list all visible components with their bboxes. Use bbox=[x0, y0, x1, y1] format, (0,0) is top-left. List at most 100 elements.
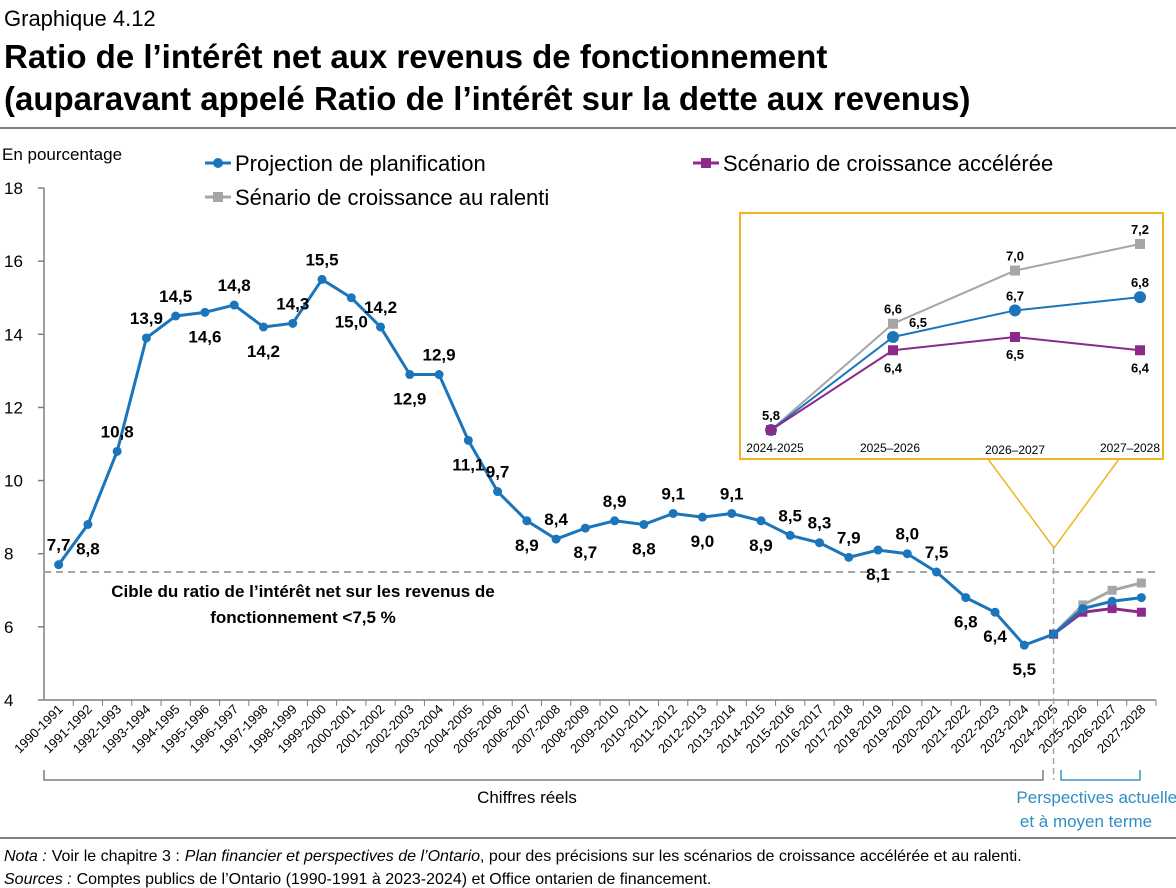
data-label: 6,8 bbox=[954, 613, 978, 632]
data-label: 6,4 bbox=[884, 360, 903, 375]
marker bbox=[54, 560, 64, 570]
data-label: 15,5 bbox=[305, 250, 338, 269]
marker bbox=[887, 331, 899, 343]
marker bbox=[727, 508, 737, 518]
marker bbox=[873, 545, 883, 555]
marker bbox=[1107, 604, 1117, 614]
marker bbox=[639, 519, 649, 529]
marker bbox=[1135, 239, 1145, 249]
note-head: Nota : bbox=[4, 848, 47, 865]
data-label: 6,5 bbox=[909, 315, 927, 330]
marker bbox=[1009, 304, 1021, 317]
data-label: 9,7 bbox=[486, 463, 510, 482]
y-axis-label: En pourcentage bbox=[2, 145, 122, 164]
marker bbox=[766, 425, 776, 435]
data-label: 6,6 bbox=[884, 302, 902, 317]
series-line bbox=[57, 277, 1142, 647]
sources-head: Sources : bbox=[4, 871, 72, 888]
data-label: 6,8 bbox=[1131, 275, 1149, 290]
marker bbox=[990, 607, 1000, 617]
data-label: 12,9 bbox=[423, 346, 456, 365]
marker bbox=[580, 523, 590, 533]
data-label: 14,6 bbox=[188, 327, 221, 346]
marker bbox=[1078, 604, 1088, 614]
target-label: Cible du ratio de l’intérêt net sur les … bbox=[111, 582, 495, 601]
data-label: 7,9 bbox=[837, 528, 861, 547]
legend-marker bbox=[213, 192, 223, 202]
data-label: 14,2 bbox=[247, 342, 280, 361]
inset-category: 2026–2027 bbox=[985, 443, 1045, 457]
marker bbox=[376, 322, 386, 332]
marker bbox=[756, 516, 766, 526]
marker bbox=[493, 487, 503, 497]
legend-label: Sénario de croissance au ralenti bbox=[235, 185, 549, 210]
data-label: 8,8 bbox=[76, 539, 100, 558]
marker bbox=[258, 322, 268, 332]
bracket bbox=[1060, 770, 1141, 781]
data-label: 9,1 bbox=[661, 484, 685, 503]
marker bbox=[697, 512, 707, 522]
period-label: et à moyen terme bbox=[1020, 812, 1152, 831]
legend-marker bbox=[701, 158, 711, 168]
period-label: Perspectives actuelles bbox=[1016, 788, 1176, 807]
marker bbox=[346, 293, 356, 303]
data-label: 8,4 bbox=[544, 510, 568, 529]
series-line bbox=[770, 243, 1141, 431]
marker bbox=[1134, 291, 1146, 304]
marker bbox=[844, 552, 854, 562]
marker bbox=[888, 345, 898, 356]
chart-subtitle: Graphique 4.12 bbox=[4, 6, 156, 31]
data-label: 8,0 bbox=[895, 525, 919, 544]
sources-text: Comptes publics de l’Ontario (1990-1991 … bbox=[77, 871, 712, 888]
note-text: Plan financier et perspectives de l’Onta… bbox=[185, 848, 480, 865]
data-label: 12,9 bbox=[393, 390, 426, 409]
marker bbox=[668, 508, 678, 518]
chart-title: (auparavant appelé Ratio de l’intérêt su… bbox=[4, 80, 970, 117]
marker bbox=[1049, 629, 1059, 639]
data-label: 7,2 bbox=[1131, 222, 1149, 237]
data-label: 7,5 bbox=[925, 543, 949, 562]
marker bbox=[610, 516, 620, 526]
data-label: 7,0 bbox=[1006, 249, 1024, 264]
data-label: 15,0 bbox=[335, 313, 368, 332]
legend-label: Projection de planification bbox=[235, 151, 486, 176]
y-tick-label: 10 bbox=[4, 472, 23, 491]
data-label: 11,1 bbox=[452, 455, 484, 474]
sources: Sources : Comptes publics de l’Ontario (1… bbox=[4, 871, 711, 888]
marker bbox=[405, 370, 415, 380]
marker bbox=[888, 318, 898, 329]
data-label: 14,8 bbox=[218, 276, 251, 295]
marker bbox=[288, 318, 298, 328]
marker bbox=[1107, 585, 1117, 595]
y-tick-label: 8 bbox=[4, 545, 13, 564]
data-label: 13,9 bbox=[130, 309, 163, 328]
inset-category: 2024-2025 bbox=[746, 441, 804, 455]
marker bbox=[200, 307, 210, 317]
series-line bbox=[1052, 581, 1142, 636]
data-label: 8,9 bbox=[749, 536, 773, 555]
y-tick-label: 12 bbox=[4, 398, 23, 417]
legend-marker bbox=[213, 158, 223, 168]
marker bbox=[1136, 593, 1146, 603]
chart-title: Ratio de l’intérêt net aux revenus de fo… bbox=[4, 38, 827, 75]
marker bbox=[141, 333, 151, 343]
marker bbox=[83, 519, 93, 529]
data-label: 6,7 bbox=[1006, 288, 1024, 303]
y-tick-label: 16 bbox=[4, 252, 23, 271]
marker bbox=[961, 593, 971, 603]
data-label: 6,5 bbox=[1006, 347, 1024, 362]
data-label: 8,5 bbox=[778, 506, 802, 525]
inset-leader bbox=[987, 458, 1120, 550]
period-label: Chiffres réels bbox=[477, 788, 577, 807]
marker bbox=[317, 274, 327, 284]
marker bbox=[1010, 332, 1020, 342]
marker bbox=[434, 370, 444, 380]
marker bbox=[1019, 640, 1029, 650]
data-label: 14,2 bbox=[364, 298, 397, 317]
marker bbox=[551, 534, 561, 544]
inset-category: 2027–2028 bbox=[1100, 441, 1160, 455]
y-tick-label: 18 bbox=[4, 179, 23, 198]
series-line bbox=[770, 336, 1141, 431]
